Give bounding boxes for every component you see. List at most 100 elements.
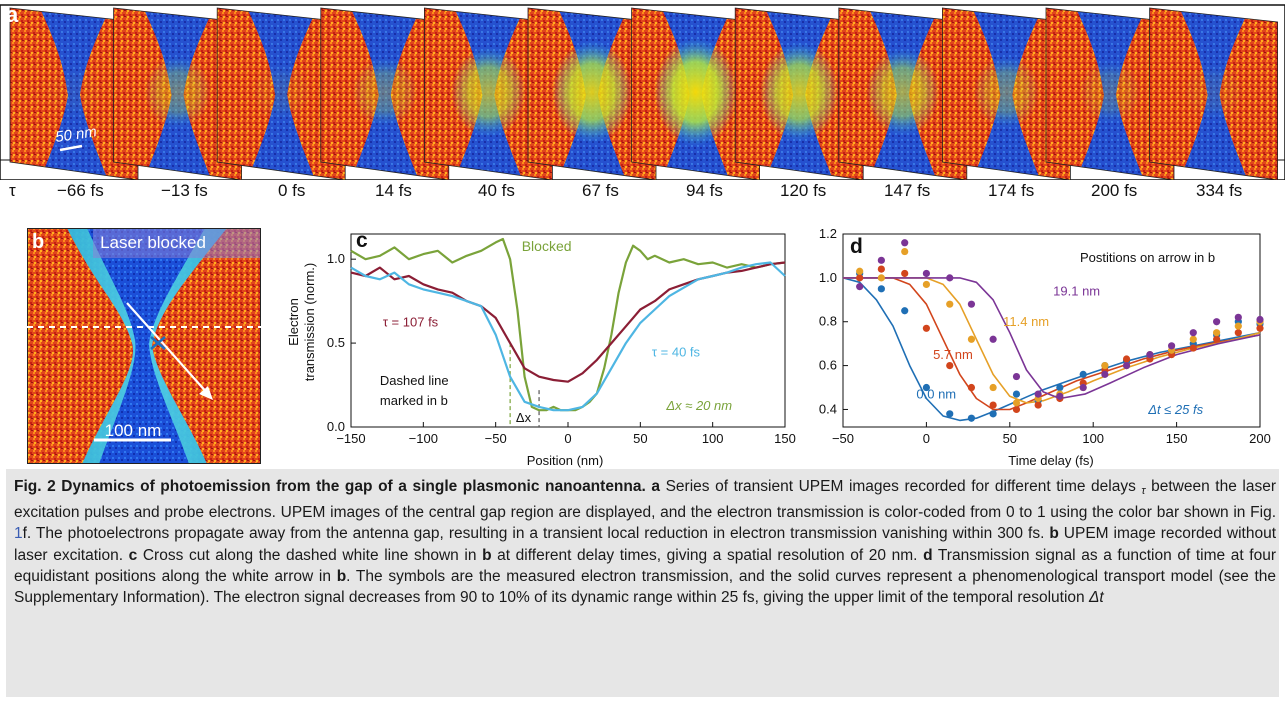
panel-c-xtick-label: −150 bbox=[336, 431, 365, 446]
panel-d-point-p57 bbox=[1012, 405, 1021, 414]
panel-d-point-p00 bbox=[1056, 383, 1064, 392]
panel-c-chart: −150 −100 −50 0 50 100 150 0.0 0.5 1.0 Blocked τ =… bbox=[286, 229, 796, 468]
panel-d-xtick-label: 100 bbox=[1082, 431, 1104, 446]
panel-d-point-p191 bbox=[1189, 329, 1197, 337]
panel-d-point-p57 bbox=[922, 324, 930, 332]
panel-d-point-p191 bbox=[1079, 383, 1087, 392]
panel-b-title: Laser blocked bbox=[100, 233, 206, 252]
panel-d-point-p57 bbox=[1189, 344, 1197, 352]
panel-d-point-p00 bbox=[922, 383, 930, 392]
panel-b-arrow bbox=[126, 302, 210, 396]
panel-d-curve-p191 bbox=[843, 277, 1261, 400]
panel-d-label: d bbox=[850, 235, 863, 258]
panel-c-annotation-tau107: τ = 107 fs bbox=[383, 314, 439, 329]
panel-d-chart: −50 0 50 100 150 200 0.4 0.6 0.8 1.0 1.2 0.0 nm 5.7… bbox=[819, 226, 1271, 468]
panel-d-point-p191 bbox=[967, 300, 976, 308]
panel-d-point-p57 bbox=[946, 361, 954, 370]
panel-d-point-p00 bbox=[1079, 370, 1087, 378]
panel-d-series-label-p114: 11.4 nm bbox=[1003, 314, 1049, 329]
panel-c-annotation-tau40: τ = 40 fs bbox=[652, 345, 701, 360]
panel-d-title: Postitions on arrow in b bbox=[1080, 250, 1215, 265]
panel-d-ytick-label: 1.2 bbox=[819, 226, 837, 241]
panel-d-ytick-label: 1.0 bbox=[819, 270, 837, 285]
panel-d-point-p114 bbox=[877, 274, 885, 282]
caption-title: Fig. 2 Dynamics of photoemission from th… bbox=[14, 478, 646, 495]
panel-d-point-p191 bbox=[946, 274, 954, 282]
panel-b-gap-region bbox=[87, 228, 205, 464]
panel-c-annotation-dashed-2: marked in b bbox=[380, 393, 448, 408]
panel-c-series-tau40 bbox=[350, 261, 786, 412]
delay-label: 40 fs bbox=[478, 181, 515, 200]
caption-d-dt: Δt bbox=[1088, 589, 1104, 607]
panel-d-point-p00 bbox=[901, 307, 909, 315]
panel-a-scale-label: 50 nm bbox=[54, 123, 98, 146]
panel-c-xtick-label: 0 bbox=[564, 431, 571, 446]
panel-d-point-p57 bbox=[1034, 401, 1042, 409]
panel-b-scale-label: 100 nm bbox=[105, 421, 162, 440]
panel-d-point-p191 bbox=[1034, 390, 1042, 398]
panel-d-xtick-label: 50 bbox=[1003, 431, 1017, 446]
panel-d-series-label-p00: 0.0 nm bbox=[916, 386, 956, 401]
panel-d-point-p57 bbox=[1256, 324, 1264, 332]
panel-d-point-p114 bbox=[967, 335, 976, 343]
panel-d-point-p114 bbox=[1101, 361, 1109, 370]
figure-caption: Fig. 2 Dynamics of photoemission from th… bbox=[14, 476, 1276, 608]
panel-d-point-p114 bbox=[901, 247, 909, 256]
panel-c-xtick-label: 100 bbox=[702, 431, 724, 446]
caption-fig-ref-link[interactable]: 1 bbox=[14, 525, 23, 543]
panel-d-curve-p57 bbox=[843, 277, 1261, 411]
panel-c-ylabel-line1: Electron bbox=[286, 298, 301, 346]
delay-label: 67 fs bbox=[582, 181, 619, 200]
panel-d-point-p191 bbox=[989, 335, 997, 343]
delay-label: 94 fs bbox=[686, 181, 723, 200]
panel-d-point-p191 bbox=[1256, 315, 1264, 324]
panel-d-ytick-label: 0.6 bbox=[819, 358, 837, 373]
panel-d-point-p191 bbox=[1122, 361, 1131, 370]
panel-c-annotation-dx-value: Δx ≈ 20 nm bbox=[665, 398, 732, 413]
panel-c-xlabel: Position (nm) bbox=[527, 453, 604, 468]
panel-c-annotation-dx: Δx bbox=[516, 410, 532, 425]
panel-a-image-series: a 50 nm bbox=[0, 2, 1285, 180]
delay-label: 147 fs bbox=[884, 181, 931, 200]
caption-background bbox=[6, 469, 1279, 697]
panel-c-xtick-label: −100 bbox=[409, 431, 438, 446]
caption-c-text-1: Cross cut along the dashed white line sh… bbox=[137, 546, 483, 564]
panel-c-annotation-dashed-1: Dashed line bbox=[380, 373, 449, 388]
panel-a-scale-bar bbox=[59, 144, 83, 152]
panel-d-annotation-dt: Δt ≤ 25 fs bbox=[1147, 402, 1203, 417]
panel-a-frame-image bbox=[423, 7, 553, 180]
caption-a-tau: τ bbox=[1141, 485, 1146, 497]
panel-d-series-label-p191: 19.1 nm bbox=[1053, 283, 1100, 298]
panel-d-xtick-label: −50 bbox=[832, 431, 854, 446]
panel-c-label: c bbox=[356, 229, 368, 252]
caption-a-text-2: between the laser excitation pulses and … bbox=[14, 478, 1277, 522]
caption-a-text-3: f. The photoelectrons propagate away fro… bbox=[22, 525, 1050, 543]
panel-d-point-p57 bbox=[989, 401, 997, 409]
panel-d-point-p191 bbox=[922, 269, 930, 278]
panel-c-annotation-blocked: Blocked bbox=[522, 238, 572, 254]
panel-d-series-label-p57: 5.7 nm bbox=[933, 347, 973, 362]
panel-d-point-p191 bbox=[856, 283, 864, 291]
panel-d-point-p191 bbox=[1167, 342, 1176, 350]
panel-d-ytick-label: 0.8 bbox=[819, 314, 837, 329]
panel-d-point-p00 bbox=[989, 410, 997, 418]
delay-label: 200 fs bbox=[1091, 181, 1138, 200]
panel-d-point-p114 bbox=[989, 383, 997, 392]
delay-label: 334 fs bbox=[1196, 181, 1243, 200]
panel-d-point-p00 bbox=[877, 285, 885, 293]
delay-label: 120 fs bbox=[780, 181, 827, 200]
panel-b-image: b Laser blocked 100 nm bbox=[27, 228, 261, 464]
panel-c-xtick-label: −50 bbox=[485, 431, 507, 446]
panel-d-xtick-label: 0 bbox=[923, 431, 930, 446]
panel-a-frame bbox=[0, 4, 1285, 180]
panel-d-point-p191 bbox=[1056, 392, 1064, 400]
caption-a-label: a bbox=[651, 478, 661, 495]
caption-c-label: c bbox=[128, 546, 138, 564]
panel-d-point-p191 bbox=[877, 256, 885, 264]
panel-d-point-p114 bbox=[1234, 322, 1242, 330]
delay-label: 174 fs bbox=[988, 181, 1035, 200]
panel-d-point-p114 bbox=[1189, 335, 1197, 343]
caption-c-b: b bbox=[482, 546, 492, 564]
panel-b-arrowhead bbox=[199, 386, 213, 400]
